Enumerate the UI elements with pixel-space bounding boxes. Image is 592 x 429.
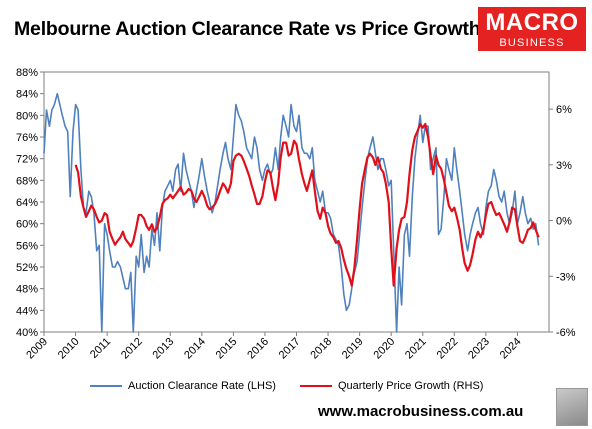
right-tick-label: 3%	[556, 160, 572, 172]
x-axis-ticks: 2009 2010 2011 2012 2013 2014 2015 2016 2017 2018…	[24, 332, 524, 362]
x-tick-label: 2017	[277, 336, 303, 362]
right-tick-label: 0%	[556, 216, 572, 228]
right-tick-label: -3%	[556, 271, 576, 283]
legend-item-growth: Quarterly Price Growth (RHS)	[300, 380, 483, 392]
left-tick-label: 60%	[16, 219, 38, 231]
x-tick-label: 2020	[372, 336, 398, 362]
logo-line-2: BUSINESS	[499, 37, 565, 49]
left-tick-label: 72%	[16, 154, 38, 166]
x-tick-label: 2009	[24, 336, 50, 362]
left-tick-label: 64%	[16, 197, 38, 209]
chart-title: Melbourne Auction Clearance Rate vs Pric…	[14, 18, 481, 40]
left-tick-label: 40%	[16, 327, 38, 339]
left-tick-label: 88%	[16, 67, 38, 79]
website-url: www.macrobusiness.com.au	[318, 403, 524, 420]
left-tick-label: 76%	[16, 132, 38, 144]
left-tick-label: 68%	[16, 175, 38, 187]
series-lines	[43, 92, 540, 333]
macrobusiness-logo: MACRO BUSINESS	[478, 7, 586, 51]
x-tick-label: 2011	[88, 336, 113, 361]
left-axis-ticks: 40% 44% 48% 52% 56% 60% 64% 68% 72% 76% 80% 84% 88%	[16, 67, 44, 339]
x-tick-label: 2018	[308, 336, 334, 362]
right-tick-label: 6%	[556, 104, 572, 116]
left-tick-label: 56%	[16, 240, 38, 252]
x-tick-label: 2023	[466, 336, 492, 362]
x-tick-label: 2013	[151, 336, 177, 362]
legend-item-clearance: Auction Clearance Rate (LHS)	[90, 380, 276, 392]
legend-label-growth: Quarterly Price Growth (RHS)	[338, 380, 484, 392]
x-tick-label: 2024	[498, 336, 524, 362]
left-tick-label: 80%	[16, 110, 38, 122]
legend-label-clearance: Auction Clearance Rate (LHS)	[128, 380, 276, 392]
legend-swatch-clearance	[90, 385, 122, 388]
x-tick-label: 2012	[119, 336, 145, 362]
x-tick-label: 2021	[403, 336, 429, 362]
right-axis-ticks: -6% -3% 0% 3% 6%	[549, 104, 576, 339]
x-tick-label: 2016	[245, 336, 271, 362]
x-tick-label: 2014	[182, 336, 208, 362]
legend-swatch-growth	[300, 385, 332, 388]
price-growth-line	[74, 122, 540, 287]
x-tick-label: 2022	[435, 336, 461, 362]
x-tick-label: 2010	[56, 336, 82, 362]
x-tick-label: 2019	[340, 336, 366, 362]
clearance-rate-line	[43, 92, 540, 333]
x-tick-label: 2015	[214, 336, 240, 362]
logo-line-1: MACRO	[485, 9, 579, 36]
left-tick-label: 84%	[16, 89, 38, 101]
right-tick-label: -6%	[556, 327, 576, 339]
wolf-logo-icon	[556, 388, 588, 426]
left-tick-label: 52%	[16, 262, 38, 274]
left-tick-label: 44%	[16, 305, 38, 317]
plot-area	[43, 71, 550, 333]
left-tick-label: 48%	[16, 284, 38, 296]
